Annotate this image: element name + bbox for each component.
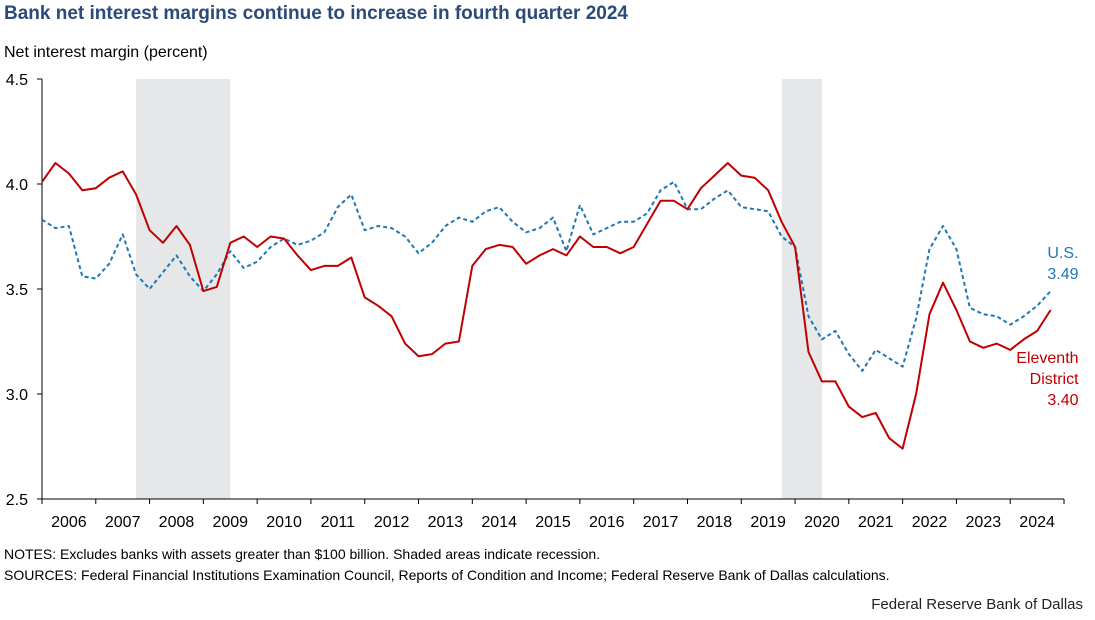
us-annotation-line: 3.49 <box>1047 266 1078 283</box>
eleventh-district-annotation-line: 3.40 <box>1047 392 1078 409</box>
eleventh-district-annotation-line: Eleventh <box>1016 350 1078 367</box>
recession-shading <box>136 79 822 499</box>
eleventh-district-annotation-line: District <box>1030 371 1079 388</box>
y-tick-label: 2.5 <box>6 492 28 509</box>
y-tick-label: 3.0 <box>6 387 28 404</box>
x-tick-label: 2018 <box>697 514 733 531</box>
x-tick-label: 2022 <box>912 514 948 531</box>
y-tick-label: 3.5 <box>6 282 28 299</box>
y-tick-label: 4.5 <box>6 72 28 89</box>
x-tick-label: 2006 <box>51 514 87 531</box>
eleventh-district-series-line <box>41 162 1052 450</box>
x-tick-label: 2015 <box>535 514 571 531</box>
chart-notes: NOTES: Excludes banks with assets greate… <box>4 544 890 586</box>
x-tick-label: 2024 <box>1019 514 1055 531</box>
chart-axes: 2.5 3.0 3.5 4.0 4.5 2006 2007 2008 2009 2010 2011 2… <box>6 72 1065 531</box>
x-tick-label: 2009 <box>212 514 248 531</box>
x-tick-label: 2007 <box>105 514 141 531</box>
x-tick-label: 2008 <box>159 514 195 531</box>
chart-title: Bank net interest margins continue to in… <box>4 3 628 24</box>
x-tick-label: 2014 <box>481 514 517 531</box>
notes-text: NOTES: Excludes banks with assets greate… <box>4 546 601 562</box>
x-tick-label: 2021 <box>858 514 894 531</box>
line-chart: 2.5 3.0 3.5 4.0 4.5 2006 2007 2008 2009 2010 2011 2… <box>6 72 1079 531</box>
x-tick-label: 2010 <box>266 514 302 531</box>
publisher-credit: Federal Reserve Bank of Dallas <box>871 596 1083 613</box>
us-annotation-line: U.S. <box>1047 245 1078 262</box>
x-tick-label: 2013 <box>428 514 464 531</box>
us-series-line <box>41 180 1052 372</box>
y-axis-label: Net interest margin (percent) <box>4 44 208 61</box>
sources-text: SOURCES: Federal Financial Institutions … <box>4 567 890 583</box>
recession-band-1 <box>136 79 231 499</box>
x-tick-label: 2016 <box>589 514 625 531</box>
x-tick-label: 2012 <box>374 514 410 531</box>
x-tick-label: 2011 <box>321 514 356 531</box>
x-tick-label: 2017 <box>643 514 679 531</box>
chart-series <box>41 162 1052 450</box>
x-tick-label: 2020 <box>804 514 840 531</box>
y-tick-label: 4.0 <box>6 177 28 194</box>
x-tick-label: 2019 <box>750 514 786 531</box>
series-annotations: U.S. 3.49 Eleventh District 3.40 <box>1016 245 1079 409</box>
recession-band-2 <box>781 79 822 499</box>
x-tick-label: 2023 <box>966 514 1002 531</box>
